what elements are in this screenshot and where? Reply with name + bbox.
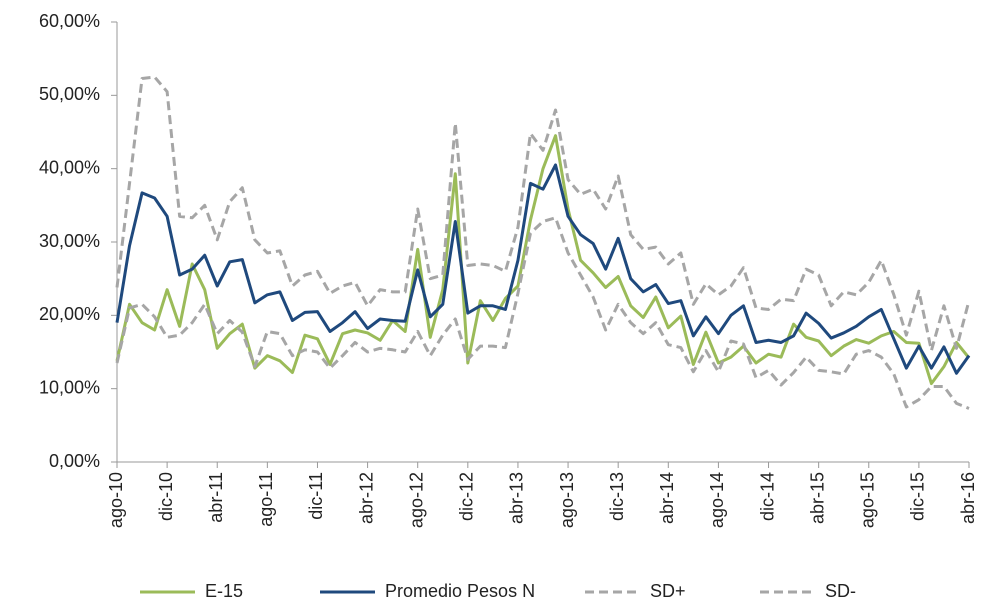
x-tick-label: abr-13: [507, 472, 527, 524]
y-tick-label: 20,00%: [39, 304, 100, 324]
series-line: [115, 134, 971, 386]
x-tick-label: dic-15: [908, 472, 928, 521]
x-tick-label: dic-11: [306, 472, 326, 520]
series-line: [115, 216, 970, 410]
y-tick-label: 30,00%: [39, 231, 100, 251]
legend-label: E-15: [205, 581, 243, 601]
x-tick-label: dic-13: [607, 472, 627, 521]
x-tick-label: ago-15: [858, 472, 878, 528]
legend-label: SD+: [650, 581, 686, 601]
y-tick-label: 50,00%: [39, 84, 100, 104]
x-tick-label: ago-10: [106, 472, 126, 528]
x-tick-label: abr-16: [958, 472, 978, 524]
x-tick-label: abr-15: [807, 472, 827, 524]
x-tick-label: ago-13: [557, 472, 577, 528]
x-tick-label: abr-11: [206, 472, 226, 523]
series-line: [115, 75, 971, 353]
legend-label: Promedio Pesos N: [385, 581, 535, 601]
x-tick-label: dic-10: [156, 472, 176, 521]
x-tick-label: ago-11: [256, 472, 276, 527]
series-line: [115, 163, 971, 375]
x-tick-label: ago-14: [707, 472, 727, 528]
x-tick-label: abr-14: [657, 472, 677, 524]
x-tick-label: dic-12: [457, 472, 477, 521]
x-tick-label: ago-12: [406, 472, 426, 528]
y-tick-label: 60,00%: [39, 11, 100, 31]
y-tick-label: 10,00%: [39, 377, 100, 397]
legend-label: SD-: [825, 581, 856, 601]
x-tick-label: dic-14: [757, 472, 777, 521]
x-tick-label: abr-12: [356, 472, 376, 524]
y-tick-label: 0,00%: [49, 451, 100, 471]
y-tick-label: 40,00%: [39, 157, 100, 177]
